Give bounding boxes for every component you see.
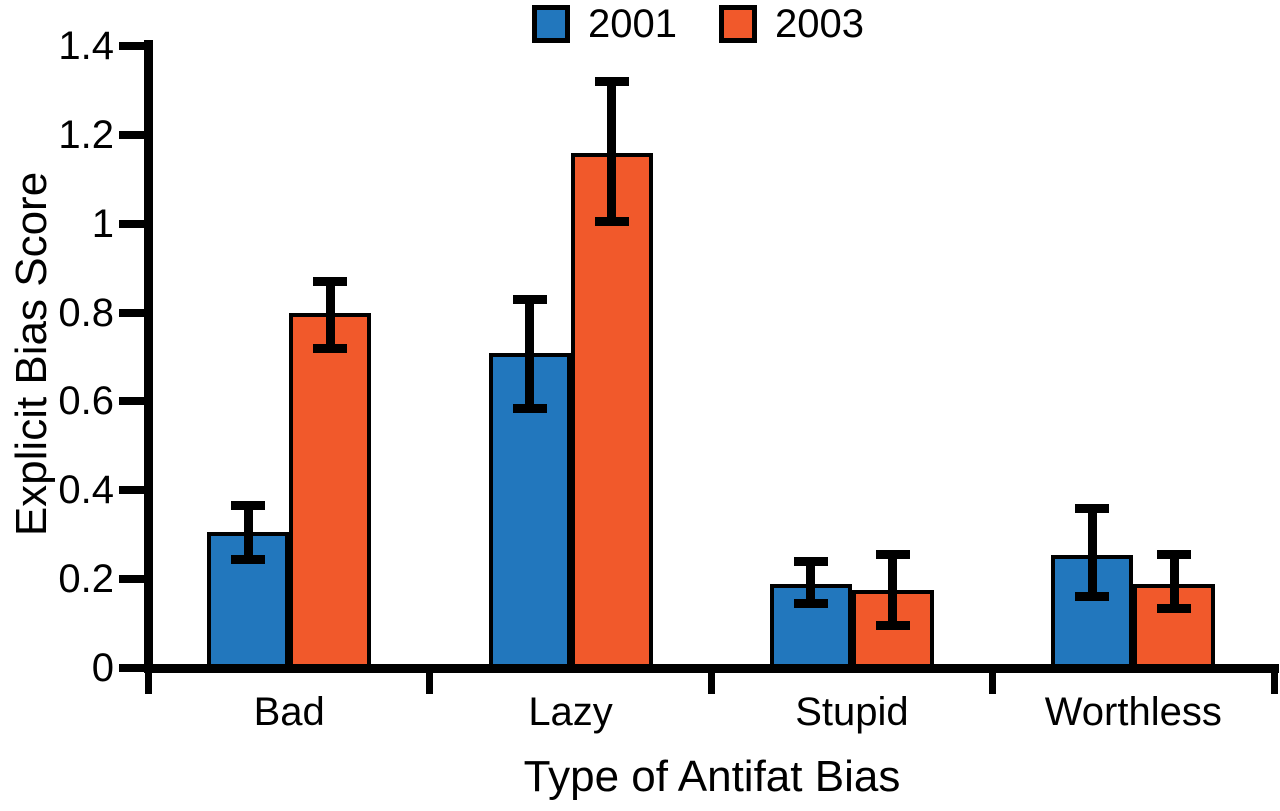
error-bar-2003-bad-cap-bottom: [313, 343, 348, 353]
y-tick-label-0.8: 0.8: [58, 290, 114, 335]
category-label-stupid: Stupid: [795, 690, 909, 734]
x-tick-3: [989, 672, 997, 694]
error-bar-2003-lazy-cap-top: [594, 77, 629, 87]
x-tick-1: [426, 672, 434, 694]
category-label-lazy: Lazy: [528, 690, 613, 734]
y-tick-label-0: 0: [91, 646, 114, 690]
error-bar-2001-bad-line: [243, 505, 253, 560]
y-axis-spine: [144, 40, 153, 673]
legend-swatch-2003: [718, 5, 757, 43]
x-tick-0: [145, 672, 152, 694]
legend-label-2001: 2001: [588, 2, 677, 46]
x-tick-4: [1270, 672, 1278, 694]
error-bar-2001-bad-cap-top: [231, 501, 266, 511]
y-tick-0.4: [119, 486, 144, 495]
y-tick-label-1.2: 1.2: [58, 112, 114, 157]
legend: 2001 2003: [532, 2, 864, 46]
x-axis-title: Type of Antifat Bias: [523, 752, 901, 801]
error-bar-2003-stupid-cap-top: [875, 550, 910, 560]
y-tick-label-0.6: 0.6: [58, 379, 114, 424]
legend-label-2003: 2003: [774, 2, 864, 46]
y-tick-0.8: [119, 308, 144, 317]
y-axis-title: Explicit Bias Score: [7, 171, 56, 537]
error-bar-2003-bad-cap-top: [313, 276, 348, 286]
error-bar-2003-lazy-line: [607, 81, 617, 222]
y-tick-label-1.4: 1.4: [58, 23, 114, 68]
error-bar-2001-stupid-line: [806, 561, 816, 604]
y-tick-1: [119, 219, 144, 228]
y-tick-1.4: [119, 41, 144, 50]
error-bar-2001-worthless-line: [1087, 508, 1097, 597]
legend-swatch-2001: [532, 5, 570, 43]
y-tick-0.2: [119, 575, 144, 584]
error-bar-2001-worthless-cap-top: [1075, 503, 1110, 513]
category-label-worthless: Worthless: [1044, 690, 1222, 734]
y-tick-0.6: [119, 397, 144, 406]
y-tick-label-0.4: 0.4: [58, 468, 114, 513]
y-tick-0: [119, 664, 144, 672]
y-tick-label-0.2: 0.2: [58, 557, 114, 602]
error-bar-2003-worthless-line: [1169, 554, 1179, 609]
y-tick-1.2: [119, 130, 144, 139]
error-bar-2001-lazy-cap-top: [512, 294, 547, 304]
error-bar-2003-bad-line: [325, 281, 335, 349]
legend-item-2003: 2003: [718, 2, 864, 46]
error-bar-2001-worthless-cap-bottom: [1075, 592, 1110, 602]
error-bar-2001-lazy-cap-bottom: [512, 403, 547, 413]
error-bar-2003-lazy-cap-bottom: [594, 216, 629, 226]
category-label-bad: Bad: [253, 690, 325, 734]
error-bar-2001-bad-cap-bottom: [231, 554, 266, 564]
bar-2003-lazy: [570, 152, 653, 668]
y-tick-label-1: 1: [91, 201, 114, 246]
error-bar-2003-worthless-cap-bottom: [1157, 603, 1192, 613]
x-tick-2: [707, 672, 715, 694]
error-bar-2003-worthless-cap-top: [1157, 550, 1192, 560]
error-bar-2001-stupid-cap-bottom: [793, 599, 828, 609]
error-bar-2001-stupid-cap-top: [793, 556, 828, 566]
legend-item-2001: 2001: [532, 2, 677, 46]
bar-2003-bad: [289, 312, 372, 668]
error-bar-2001-lazy-line: [525, 299, 535, 409]
x-axis-line: [144, 663, 1279, 673]
error-bar-2003-stupid-line: [888, 554, 898, 626]
error-bar-2003-stupid-cap-bottom: [875, 621, 910, 631]
